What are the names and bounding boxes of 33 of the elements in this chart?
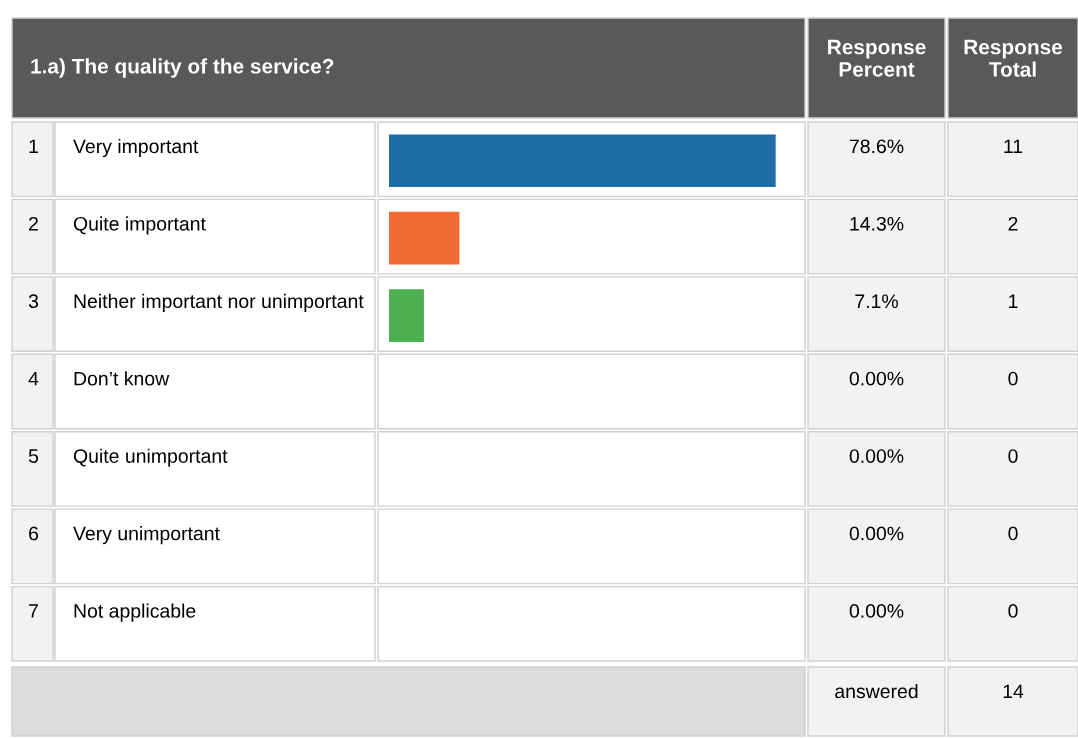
y-tick-label: Neither important nor unimportant [74, 293, 364, 312]
text: 2 [29, 216, 38, 231]
text: 1 [1009, 294, 1018, 308]
text: 4 [28, 371, 39, 386]
text: 0 [1008, 371, 1018, 386]
text: 0 [1008, 449, 1018, 463]
data-label: 14.3% [850, 216, 904, 231]
text: 14 [1003, 684, 1024, 699]
data-label: 0.00% [849, 526, 904, 541]
data-label: 78.6% [849, 139, 904, 154]
text: Response Percent [828, 39, 926, 77]
data-label: 0.00% [849, 371, 904, 386]
text: 2 [1008, 216, 1018, 231]
text: 1.a) The quality of the service? [31, 58, 334, 78]
y-tick-label: Don’t know [74, 371, 170, 386]
y-tick-label: Very unimportant [73, 526, 220, 545]
data-label: 0.00% [849, 604, 904, 618]
y-tick-label: Quite important [73, 216, 206, 235]
data-label: 0.00% [849, 449, 904, 463]
text: 3 [28, 294, 39, 309]
text: 5 [28, 449, 39, 463]
text: 7 [29, 604, 38, 618]
text: answered [835, 683, 918, 699]
y-tick-label: Very important [73, 138, 199, 158]
text: 0 [1008, 604, 1018, 618]
y-tick-label: Quite unimportant [73, 448, 228, 467]
y-tick-label: Not applicable [74, 603, 196, 622]
text: 0 [1008, 526, 1018, 541]
text: 1 [29, 139, 38, 154]
data-label: 7.1% [855, 294, 898, 308]
text: 11 [1004, 139, 1023, 154]
text: 6 [29, 526, 39, 541]
text: Response Total [964, 39, 1063, 77]
